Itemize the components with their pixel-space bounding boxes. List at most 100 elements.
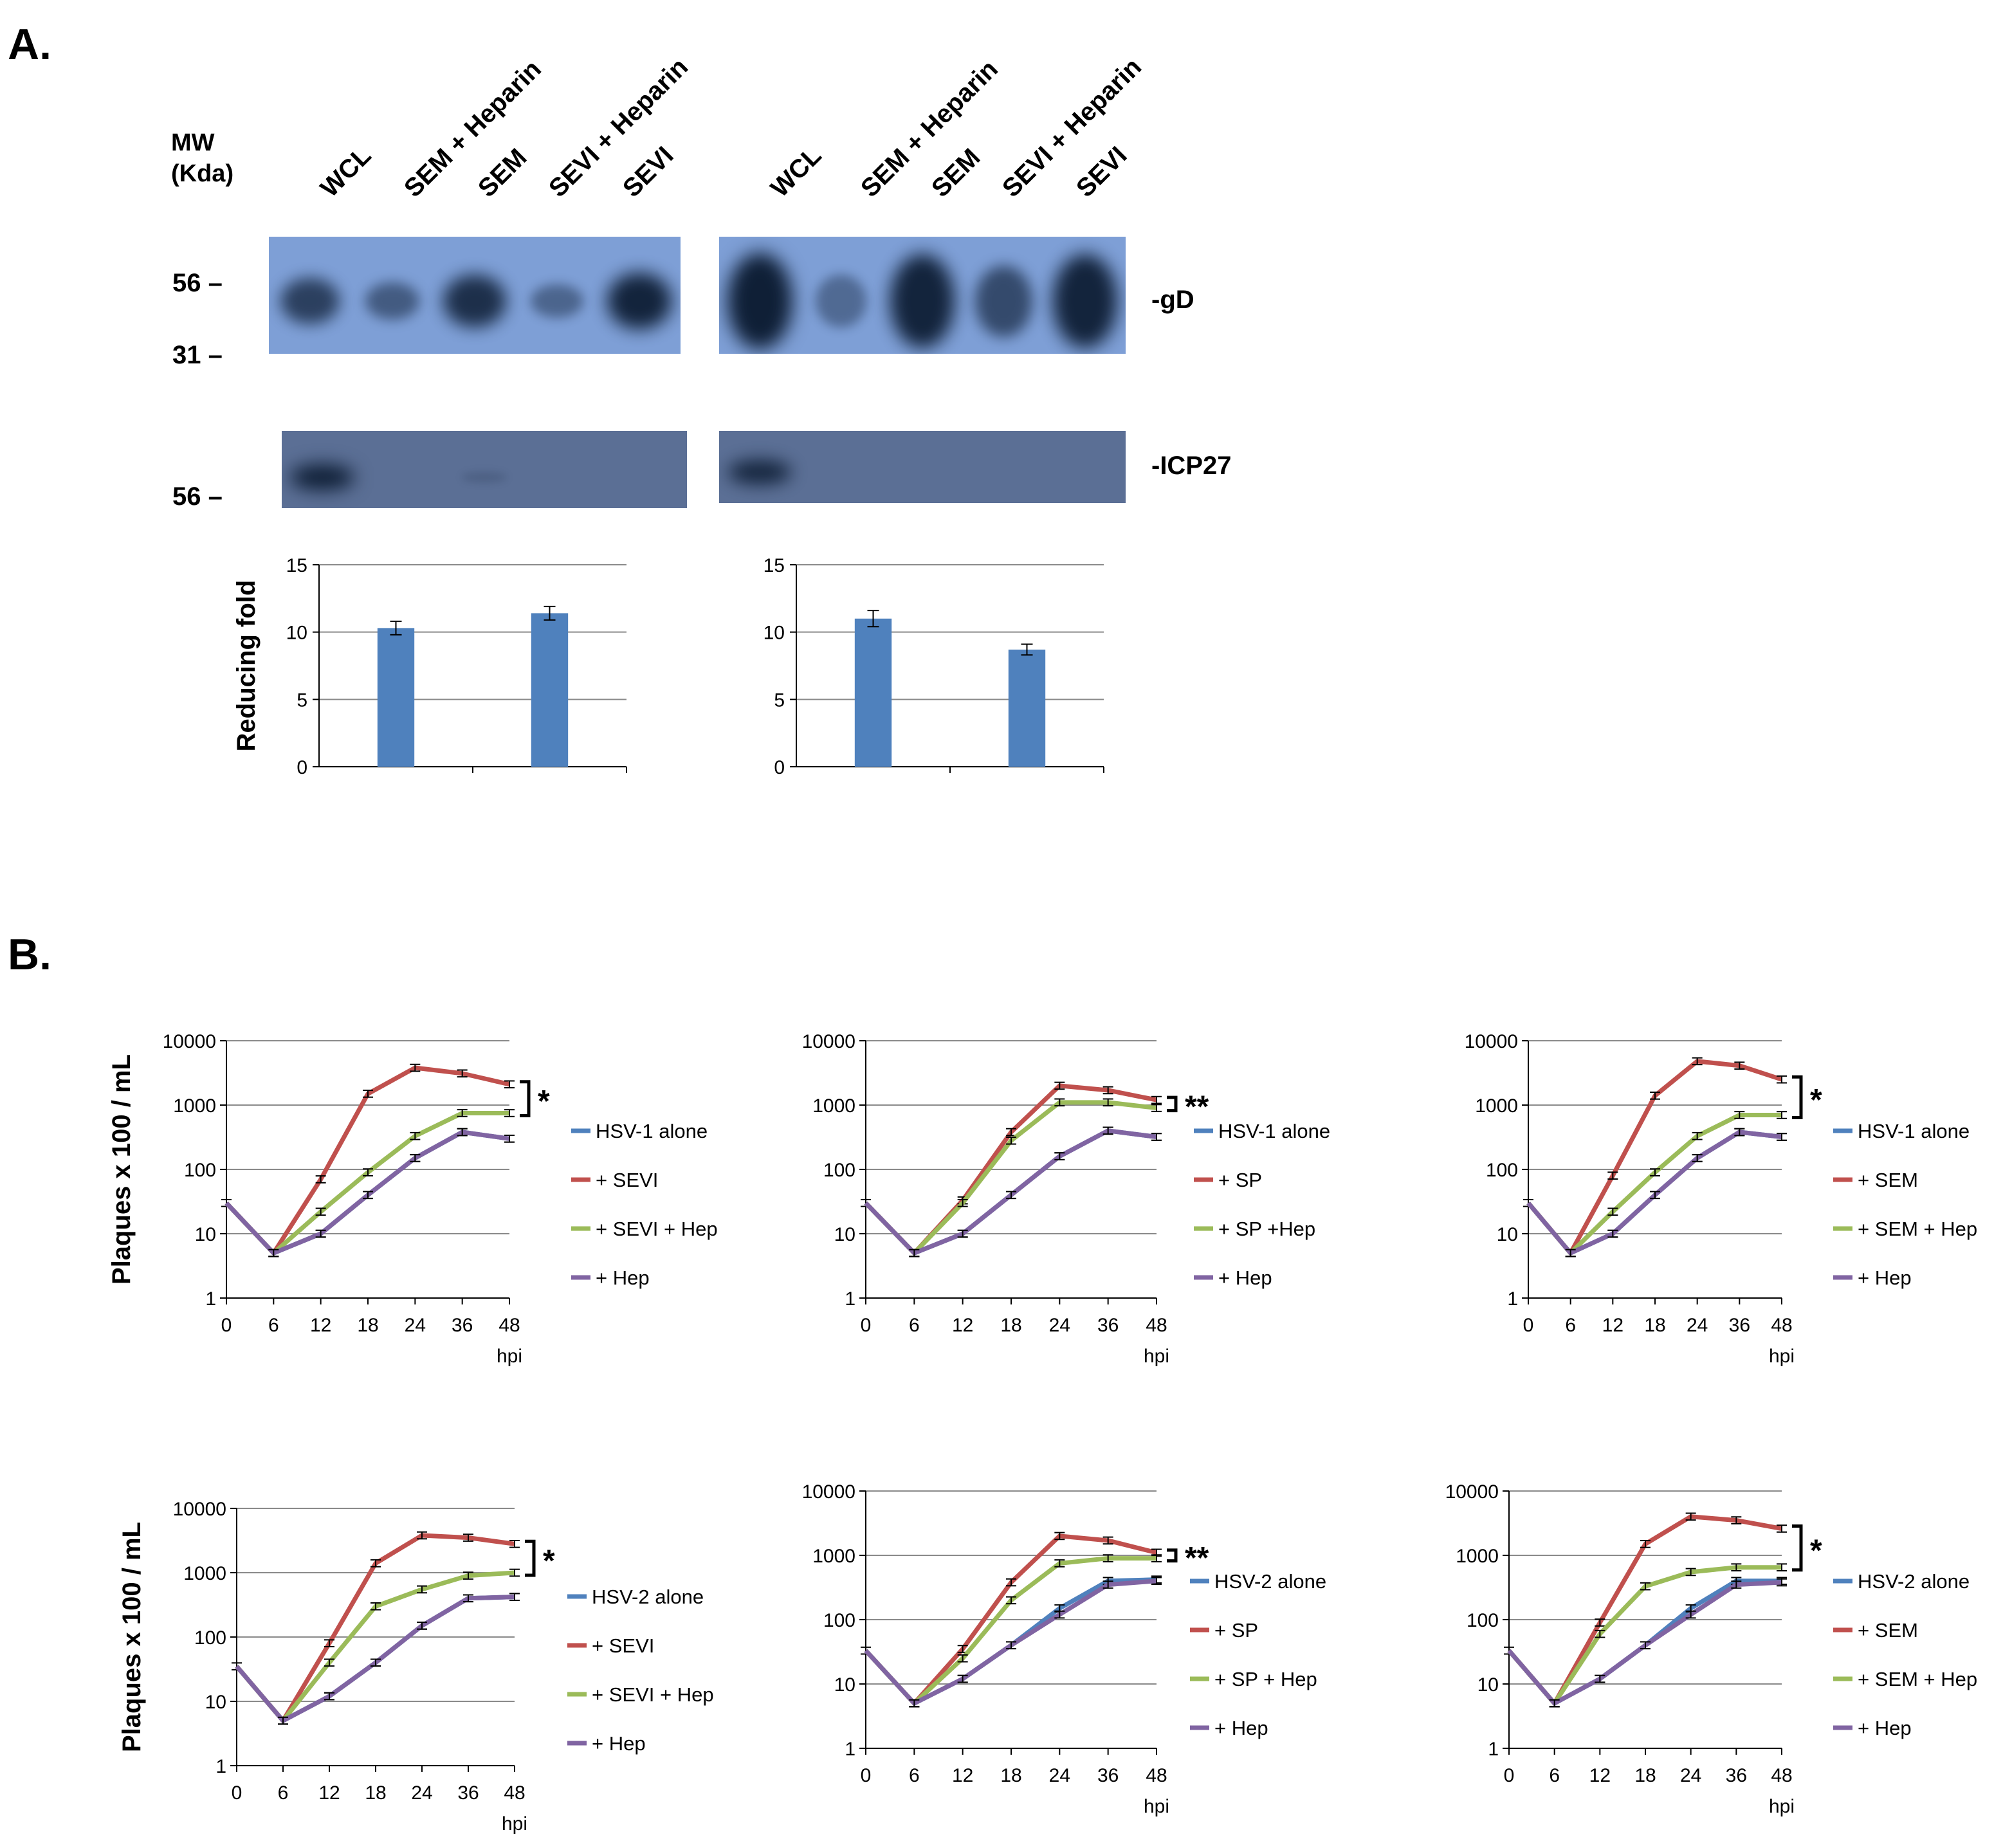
- gd-left-band-4: [531, 284, 583, 318]
- line-chart-2-xlabel: hpi: [1144, 1346, 1169, 1367]
- line-chart-4-xlabel: hpi: [502, 1813, 527, 1834]
- line-chart-5-xlabel: hpi: [1144, 1796, 1169, 1817]
- line-chart-6-legend-label-3: + SEM + Hep: [1858, 1668, 1977, 1690]
- line-chart-6-ytick-label: 1000: [1456, 1546, 1499, 1567]
- line-chart-2-legend-label-3: + SP +Hep: [1218, 1218, 1315, 1240]
- line-chart-1-xtick-label: 0: [221, 1315, 232, 1336]
- line-chart-3-xtick-label: 48: [1771, 1315, 1792, 1336]
- line-chart-4-ytick-label: 1000: [183, 1563, 226, 1584]
- line-chart-1-xtick-label: 24: [405, 1315, 426, 1336]
- line-chart-1-xtick-label: 18: [357, 1315, 378, 1336]
- gd-left-band-3: [443, 275, 506, 327]
- bar-chart-right-bar-sem: [854, 618, 892, 767]
- line-chart-6-legend-label-1: HSV-2 alone: [1858, 1570, 1970, 1593]
- line-chart-3-legend-label-3: + SEM + Hep: [1858, 1218, 1977, 1240]
- line-chart-2-ytick-label: 100: [823, 1160, 855, 1181]
- line-chart-1-ytick-label: 1: [205, 1288, 216, 1310]
- line-chart-1-legend-label-3: + SEVI + Hep: [596, 1218, 718, 1240]
- line-chart-4-xtick-label: 24: [411, 1782, 432, 1804]
- line-chart-5-ytick-label: 1000: [812, 1546, 855, 1567]
- line-chart-1-xlabel: hpi: [497, 1346, 522, 1367]
- line-chart-4-significance-marker: *: [543, 1544, 555, 1578]
- line-chart-2-xtick-label: 36: [1097, 1315, 1119, 1336]
- gd-blot-right: [719, 237, 1126, 354]
- line-chart-3-legend-label-4: + Hep: [1858, 1267, 1912, 1289]
- gd-mw-31: 31 –: [172, 341, 223, 369]
- mw-header-line-2: (Kda): [171, 160, 234, 187]
- panel-a-label: A.: [8, 20, 51, 69]
- line-chart-4-xtick-label: 48: [504, 1782, 525, 1804]
- line-chart-3-series-line-2: [1526, 1059, 1783, 1256]
- line-chart-3-legend-label-1: HSV-1 alone: [1858, 1120, 1970, 1142]
- line-chart-5-legend-label-4: + Hep: [1214, 1717, 1268, 1739]
- bar-chart-left-bar-sem: [377, 628, 415, 767]
- mw-header-line-1: MW: [171, 129, 215, 156]
- line-chart-4-legend-label-3: + SEVI + Hep: [592, 1683, 714, 1706]
- line-chart-6-ytick-label: 10: [1477, 1674, 1499, 1696]
- line-chart-4-ytick-label: 10000: [173, 1499, 226, 1520]
- line-chart-6-xtick-label: 0: [1504, 1765, 1515, 1786]
- line-chart-6-legend-label-2: + SEM: [1858, 1619, 1918, 1642]
- bar-chart-right-ytick-label: 0: [774, 757, 785, 778]
- line-chart-5-xtick-label: 6: [909, 1765, 920, 1786]
- line-chart-3-significance-bracket: [1792, 1075, 1803, 1119]
- line-chart-3-legend-label-2: + SEM: [1858, 1169, 1918, 1191]
- line-chart-6-significance-marker: *: [1810, 1534, 1822, 1568]
- line-chart-4-legend-label-1: HSV-2 alone: [592, 1586, 704, 1608]
- gd-right-band-4: [975, 265, 1032, 337]
- line-chart-2-ytick-label: 1000: [812, 1095, 855, 1117]
- line-chart-2-legend-label-2: + SP: [1218, 1169, 1262, 1191]
- line-chart-4-xtick-label: 12: [318, 1782, 340, 1804]
- icp27-right-band-1: [728, 460, 792, 484]
- line-chart-5-significance-bracket: [1167, 1548, 1178, 1563]
- line-chart-5-ytick-label: 10000: [802, 1481, 855, 1503]
- line-chart-3-xtick-label: 18: [1644, 1315, 1665, 1336]
- line-chart-5-legend-label-1: HSV-2 alone: [1214, 1570, 1326, 1593]
- line-chart-5-xtick-label: 0: [861, 1765, 872, 1786]
- line-chart-2-legend-label-1: HSV-1 alone: [1218, 1120, 1330, 1142]
- line-chart-1-ylabel: Plaques x 100 / mL: [107, 1054, 136, 1285]
- line-chart-5-xtick-label: 48: [1146, 1765, 1167, 1786]
- gd-right-band-2: [816, 275, 867, 327]
- gd-left-band-2: [365, 282, 420, 320]
- line-chart-6-xtick-label: 18: [1634, 1765, 1656, 1786]
- line-chart-1-ytick-label: 100: [184, 1160, 216, 1181]
- line-chart-5-legend-label-2: + SP: [1214, 1619, 1258, 1642]
- bar-chart-right-bar-sevi: [1008, 649, 1046, 767]
- line-chart-6-significance-bracket: [1792, 1524, 1803, 1572]
- bar-chart-left-ytick-label: 15: [286, 555, 307, 576]
- line-chart-2-xtick-label: 24: [1049, 1315, 1070, 1336]
- line-chart-5-xtick-label: 36: [1097, 1765, 1119, 1786]
- gd-blot-tag: -gD: [1151, 286, 1194, 314]
- line-chart-3-xtick-label: 0: [1523, 1315, 1534, 1336]
- line-chart-6-ytick-label: 1: [1488, 1739, 1499, 1760]
- line-chart-3-xtick-label: 12: [1602, 1315, 1623, 1336]
- line-chart-2-xtick-label: 6: [909, 1315, 920, 1336]
- gd-left-band-5: [607, 273, 672, 329]
- line-chart-4-ytick-label: 10: [205, 1692, 226, 1713]
- icp27-blot-left: [282, 431, 687, 508]
- line-chart-6-ytick-label: 10000: [1445, 1481, 1499, 1503]
- line-chart-6-xtick-label: 6: [1549, 1765, 1560, 1786]
- line-chart-5-significance-marker: **: [1185, 1541, 1209, 1575]
- line-chart-1-ytick-label: 10000: [163, 1031, 216, 1052]
- line-chart-2-legend-label-4: + Hep: [1218, 1267, 1272, 1289]
- line-chart-1-xtick-label: 36: [452, 1315, 473, 1336]
- line-chart-4-ytick-label: 1: [215, 1756, 226, 1777]
- line-chart-3-ytick-label: 10000: [1465, 1031, 1518, 1052]
- line-chart-2-series-line-3: [864, 1100, 1157, 1256]
- line-chart-1-legend-label-2: + SEVI: [596, 1169, 658, 1191]
- line-chart-1-ytick-label: 1000: [173, 1095, 216, 1117]
- line-chart-6-xlabel: hpi: [1769, 1796, 1795, 1817]
- line-chart-4-ylabel: Plaques x 100 / mL: [118, 1522, 146, 1752]
- line-chart-2-ytick-label: 1: [845, 1288, 855, 1310]
- line-chart-5-legend-label-3: + SP + Hep: [1214, 1668, 1317, 1690]
- line-chart-4-xtick-label: 36: [457, 1782, 479, 1804]
- bar-chart-right-ytick-label: 15: [764, 555, 785, 576]
- line-chart-2-ytick-label: 10: [834, 1224, 855, 1245]
- line-chart-5-ytick-label: 100: [823, 1610, 855, 1631]
- line-chart-4-ytick-label: 100: [194, 1627, 226, 1649]
- icp27-mw-56: 56 –: [172, 482, 223, 511]
- bar-chart-left-ytick-label: 10: [286, 623, 307, 644]
- line-chart-2-xtick-label: 18: [1000, 1315, 1021, 1336]
